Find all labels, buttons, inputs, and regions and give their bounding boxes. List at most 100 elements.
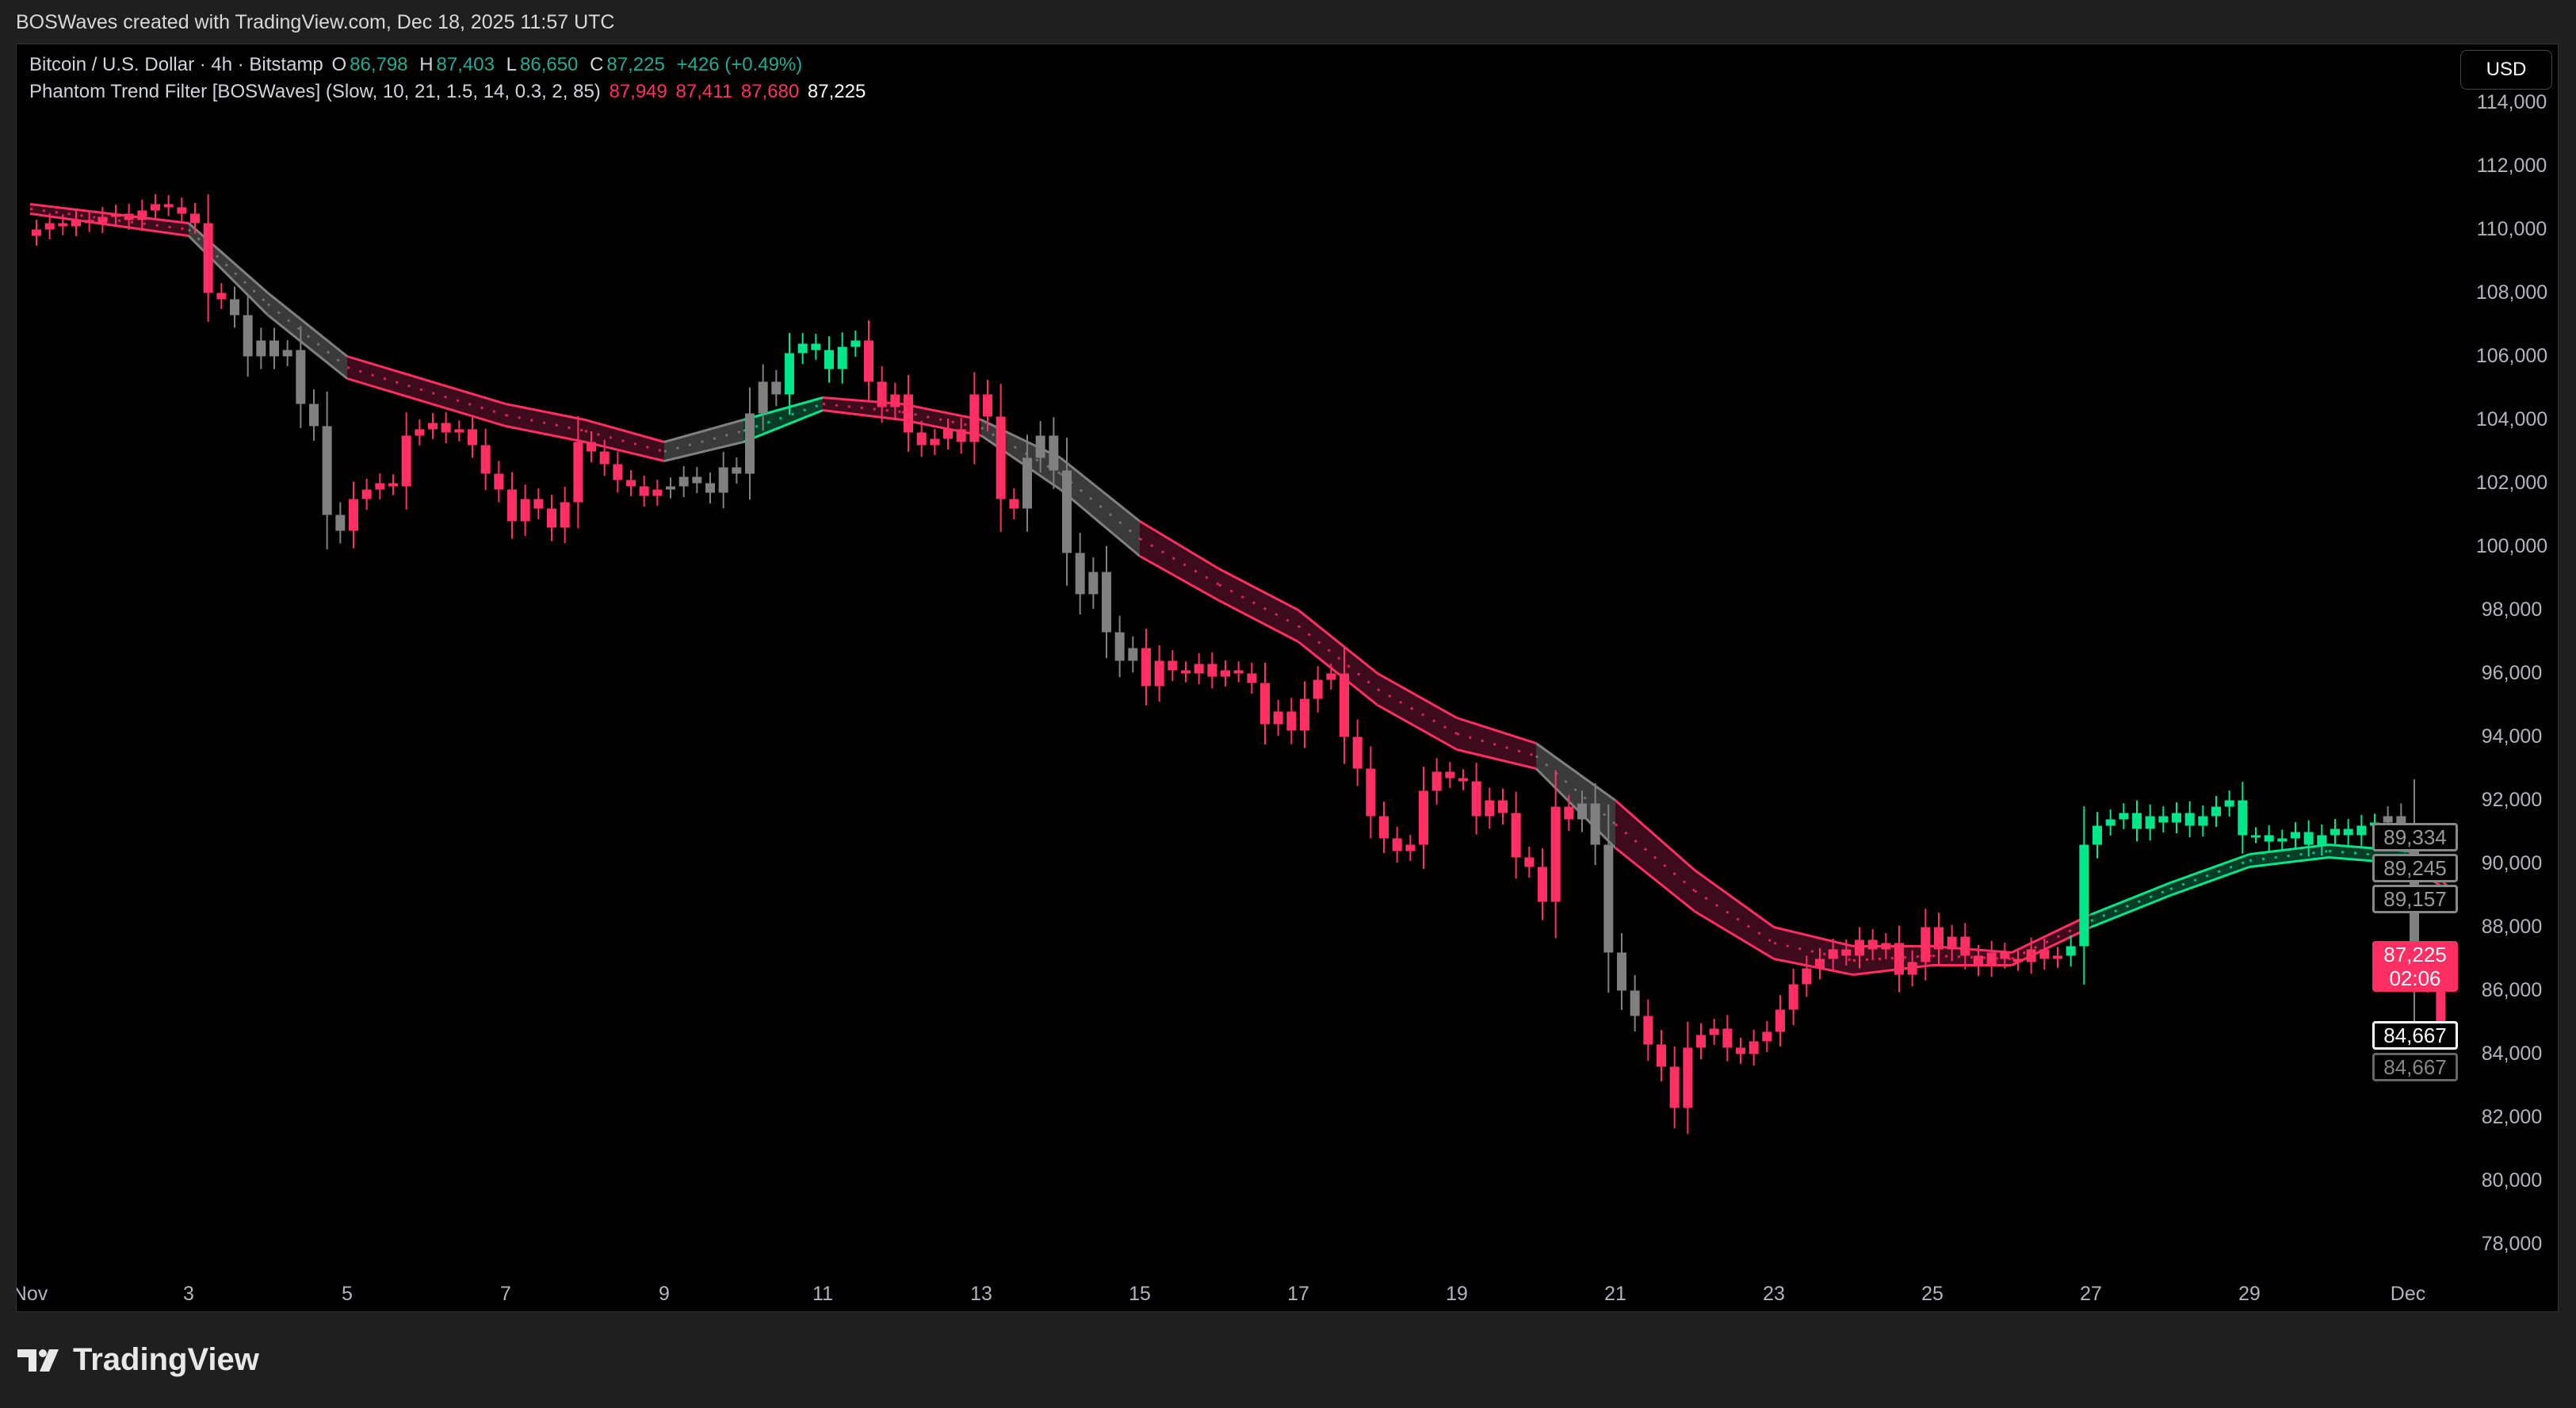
candle-body [507, 489, 517, 522]
trend-band-upper [743, 396, 824, 421]
candle-body [1035, 435, 1045, 458]
candle-body [1550, 806, 1561, 902]
trend-band-fill [585, 419, 664, 461]
trend-band-lower [584, 441, 665, 462]
trend-band-midline [1535, 755, 1616, 825]
time-tick-label: 15 [1129, 1283, 1151, 1305]
price-tick-label: 104,000 [2475, 407, 2548, 430]
candle-body [864, 340, 873, 382]
trend-band-midline [1852, 955, 1933, 962]
trend-band-midline [1456, 733, 1537, 757]
trend-band-midline [1932, 955, 2012, 960]
candle-body [1379, 816, 1389, 839]
candle-body [177, 207, 187, 214]
candle-body [361, 489, 372, 499]
tradingview-logo[interactable]: TradingView [17, 1342, 259, 1378]
candle-body [996, 416, 1006, 499]
indicator-legend[interactable]: Phantom Trend Filter [BOSWaves] (Slow, 1… [29, 81, 869, 103]
price-badge: 89,245 [2372, 854, 2458, 882]
candle-body [1538, 867, 1547, 902]
open-value: 86,798 [350, 54, 408, 75]
candle-body [296, 350, 306, 404]
badge-price: 84,667 [2383, 1023, 2447, 1047]
trend-band-upper [29, 203, 189, 224]
candle-body [1022, 457, 1032, 509]
price-tick-label: 96,000 [2481, 661, 2543, 684]
trend-band-midline [2249, 850, 2329, 862]
trend-band-upper [1218, 568, 1299, 611]
trend-band-upper [188, 222, 269, 294]
candle-body [1907, 962, 1917, 975]
trend-band-midline [980, 427, 1061, 475]
price-tick-label: 82,000 [2481, 1105, 2543, 1128]
candle-body [2145, 816, 2155, 829]
candle-body [1828, 949, 1838, 959]
candle-body [824, 350, 834, 369]
price-tick-label: 98,000 [2481, 598, 2543, 621]
candle-body [916, 432, 927, 446]
candle-body [2132, 813, 2142, 829]
candle-body [811, 343, 821, 350]
candle-body [1934, 927, 1943, 950]
candle-body [1286, 711, 1297, 731]
price-chart[interactable] [17, 44, 2559, 1312]
indicator-value: 87,225 [807, 81, 866, 102]
candle-body [1458, 778, 1468, 782]
price-tick-label: 112,000 [2476, 154, 2547, 177]
time-tick-label: 27 [2080, 1283, 2102, 1305]
candle-body [1775, 1009, 1785, 1032]
candle-body [494, 473, 504, 490]
candle-body [1102, 572, 1111, 633]
candle-body [1075, 553, 1085, 595]
trend-band-lower [663, 441, 744, 462]
candle-body [533, 499, 544, 509]
high-value: 87,403 [436, 54, 495, 75]
candle-body [1405, 844, 1416, 851]
candle-body [44, 223, 55, 230]
chart-credit: BOSWaves created with TradingView.com, D… [16, 11, 615, 33]
price-tick-label: 92,000 [2481, 788, 2543, 811]
time-tick-label: 21 [1604, 1283, 1626, 1305]
candle-body [2343, 828, 2353, 836]
candle-body [428, 423, 438, 430]
candle-body [322, 426, 332, 515]
candle-body [124, 213, 134, 220]
time-tick-label: 25 [1921, 1283, 1943, 1305]
trend-band-lower [1535, 767, 1617, 849]
candle-body [1709, 1028, 1719, 1035]
candle-body [956, 429, 966, 442]
trend-band-upper [2169, 853, 2250, 884]
candle-body [1340, 673, 1349, 737]
candle-body [599, 451, 610, 465]
close-value: 87,225 [606, 54, 665, 75]
indicator-value: 87,411 [675, 81, 733, 102]
trend-band-midline [187, 228, 269, 305]
candle-body [1749, 1041, 1759, 1054]
price-badge: 84,667 [2372, 1053, 2458, 1081]
candle-body [401, 435, 411, 487]
candle-body [2264, 835, 2274, 842]
candle-body [468, 429, 477, 446]
candle-body [837, 346, 847, 369]
currency-button[interactable]: USD [2460, 50, 2552, 90]
candle-body [1603, 844, 1614, 953]
time-tick-label: 11 [812, 1283, 833, 1305]
candle-body [1088, 572, 1099, 595]
brand-name: TradingView [73, 1342, 259, 1377]
candle-body [1762, 1031, 1772, 1042]
candle-body [639, 486, 649, 496]
candle-body [309, 404, 319, 427]
trend-band-midline [267, 303, 348, 369]
trend-band-lower [1139, 555, 1220, 602]
candle-body [1485, 800, 1495, 817]
candle-body [692, 476, 702, 484]
candle-body [1722, 1028, 1733, 1048]
trend-band-fill [30, 204, 189, 236]
badge-price: 87,225 [2383, 943, 2447, 966]
price-tick-label: 114,000 [2476, 90, 2547, 113]
candle-body [1049, 435, 1059, 471]
trend-band-upper [1377, 672, 1458, 719]
trend-band-lower [267, 314, 348, 380]
trend-band-upper [2090, 882, 2171, 916]
